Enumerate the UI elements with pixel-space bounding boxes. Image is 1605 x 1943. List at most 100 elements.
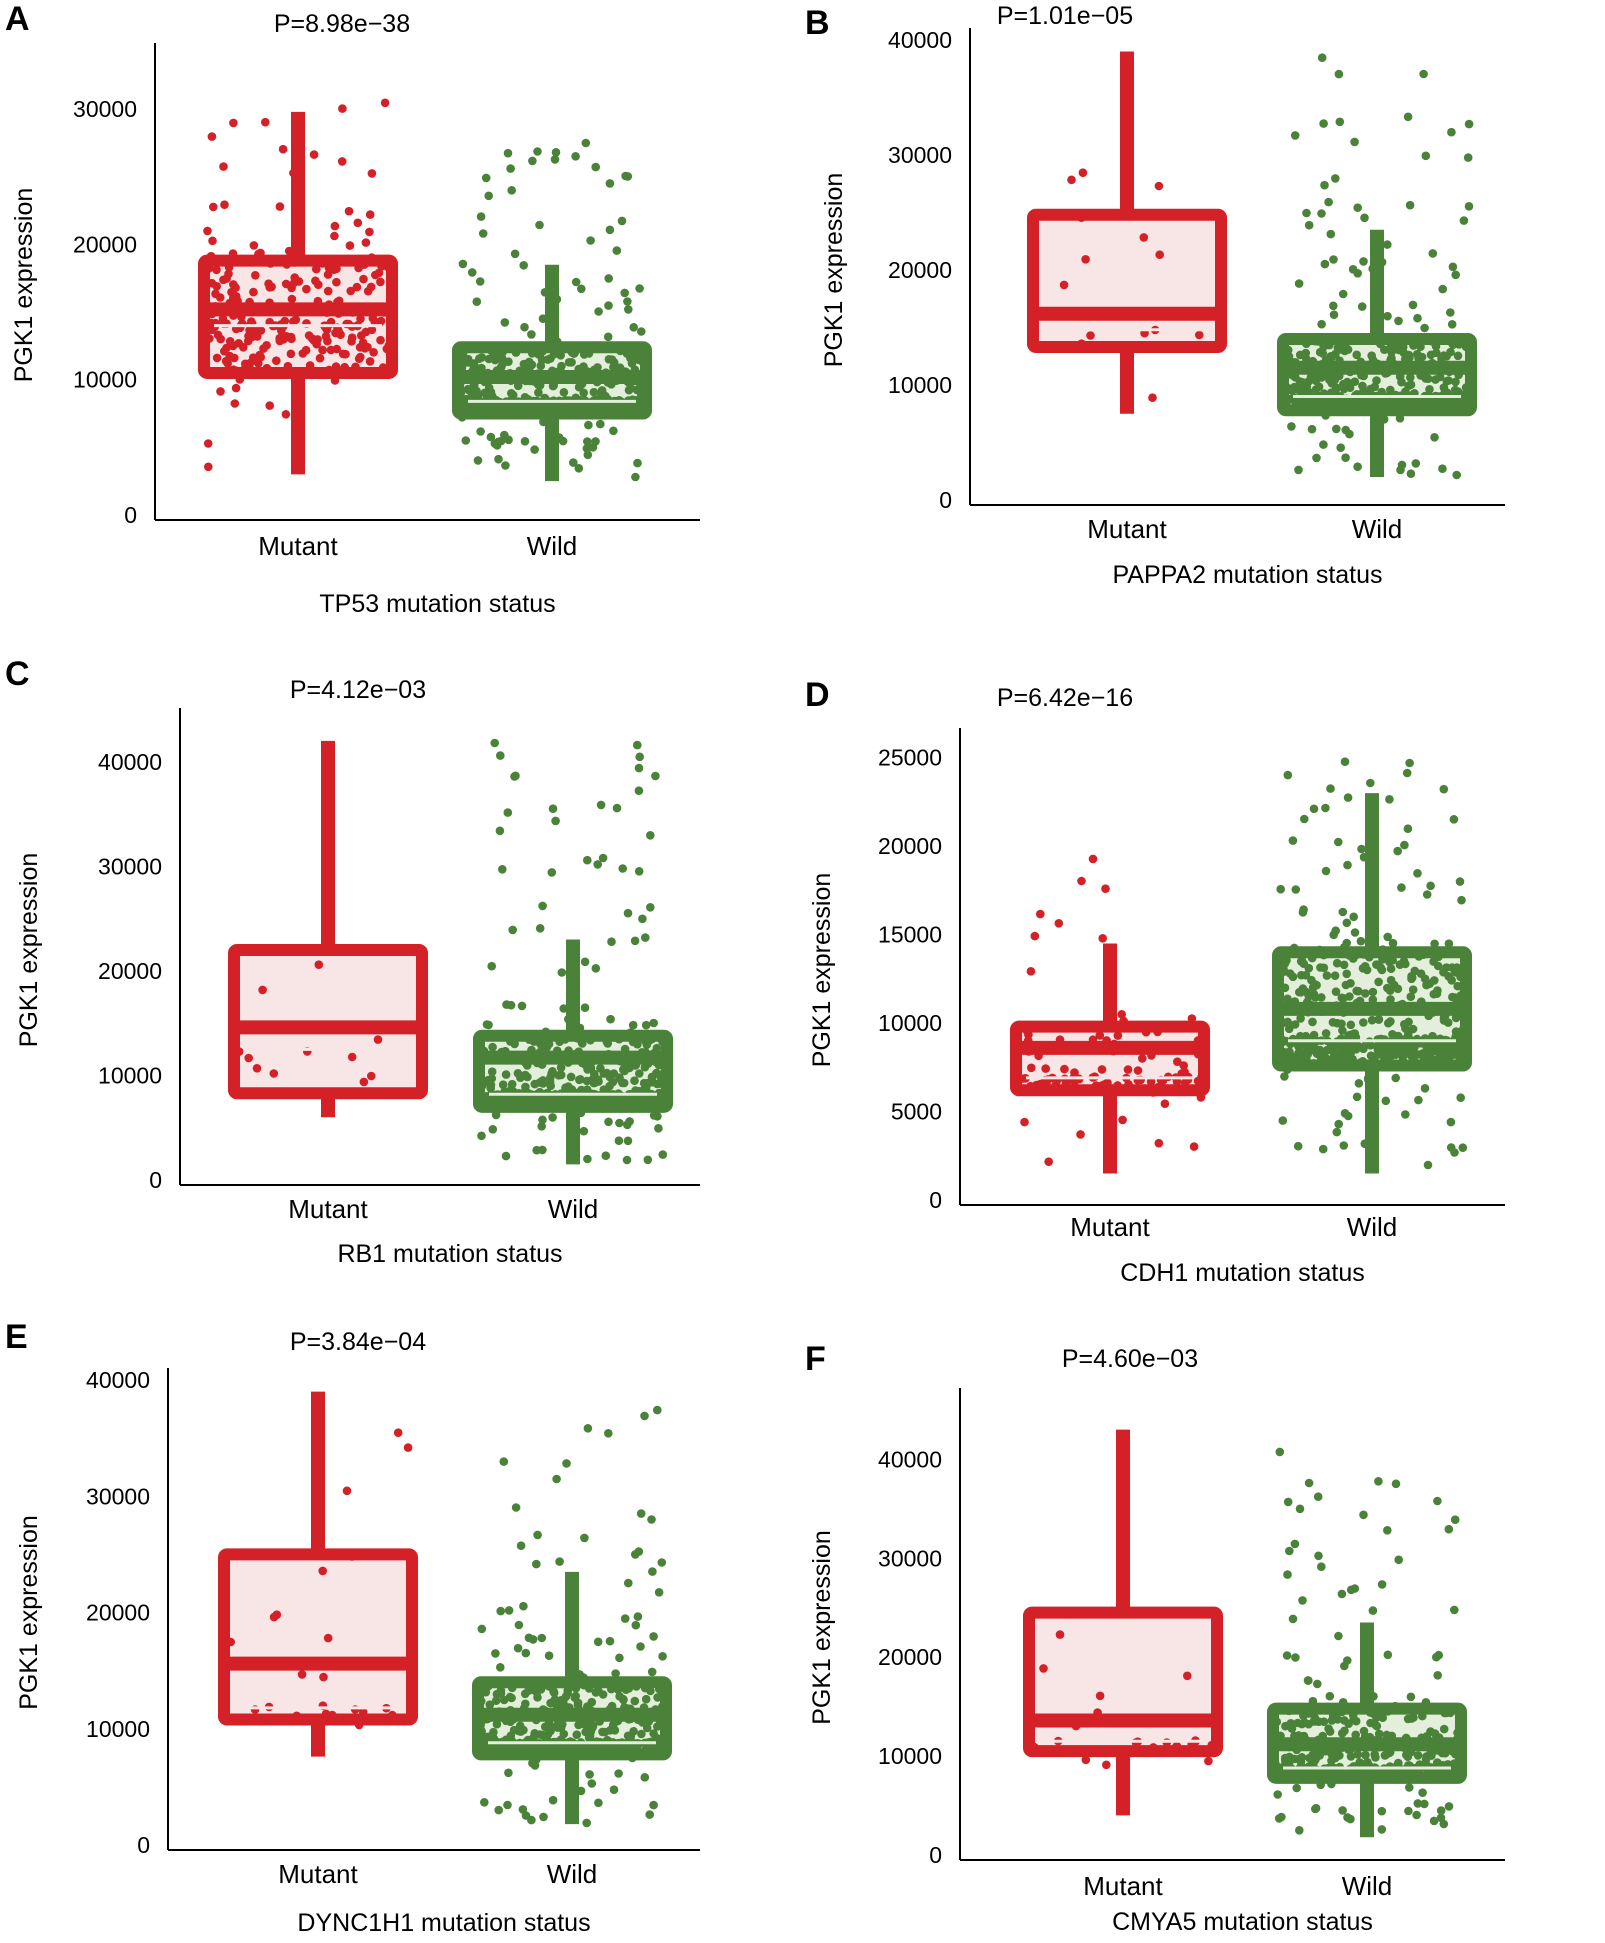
data-point (1272, 1717, 1282, 1727)
data-point (1060, 1064, 1069, 1074)
data-point (338, 104, 347, 113)
data-point (1307, 424, 1317, 434)
data-point (1359, 1018, 1368, 1027)
data-point (1454, 1731, 1463, 1740)
data-point (1428, 1031, 1437, 1041)
data-point (1402, 768, 1412, 778)
data-point (1327, 353, 1336, 362)
data-point (1351, 951, 1360, 960)
data-point (1459, 216, 1469, 225)
data-point (540, 288, 550, 297)
data-point (289, 168, 298, 178)
data-point (486, 1709, 496, 1718)
data-point (1383, 983, 1392, 993)
data-point (1363, 1074, 1373, 1083)
data-point (589, 387, 599, 397)
data-point (551, 816, 560, 826)
data-point (516, 1541, 526, 1550)
data-point (1339, 1141, 1349, 1150)
data-point (1154, 181, 1164, 191)
p-value-title: P=1.01e−05 (997, 2, 1133, 30)
data-point (1379, 1060, 1388, 1070)
data-point (641, 1694, 651, 1704)
data-point (622, 1155, 632, 1165)
data-point (1371, 1753, 1380, 1762)
wild-box-group (1272, 757, 1472, 1174)
data-point (1369, 405, 1379, 415)
data-point (608, 1077, 618, 1087)
data-point (1335, 117, 1345, 127)
data-point (477, 1624, 487, 1634)
data-point (1123, 1065, 1133, 1074)
data-point (1362, 360, 1372, 370)
data-point (490, 738, 500, 748)
data-point (332, 344, 342, 354)
data-point (574, 464, 584, 473)
data-point (548, 804, 558, 813)
data-point (1077, 876, 1086, 886)
data-point (1338, 1806, 1347, 1815)
data-point (380, 260, 389, 269)
data-point (472, 297, 482, 307)
data-point (1294, 279, 1304, 288)
data-point (1331, 926, 1340, 935)
data-point (1343, 1771, 1352, 1780)
data-point (1383, 240, 1392, 249)
data-point (1283, 1497, 1293, 1507)
data-point (548, 1067, 557, 1076)
data-point (323, 286, 333, 296)
data-point (1284, 1773, 1293, 1782)
data-point (551, 1712, 561, 1722)
data-point (1059, 280, 1069, 290)
data-point (1024, 1030, 1033, 1039)
data-point (620, 1044, 630, 1054)
data-point (1380, 1050, 1389, 1059)
data-point (1408, 300, 1418, 310)
data-point (1383, 1001, 1393, 1010)
data-point (1318, 1144, 1328, 1154)
data-point (624, 1578, 633, 1588)
data-point (1456, 1093, 1465, 1102)
data-point (1291, 1733, 1301, 1743)
data-point (1377, 965, 1387, 975)
data-point (1448, 992, 1457, 1002)
data-point (487, 1074, 497, 1083)
panel-c: C P=4.12e−03 0 10000 20000 30000 40000 PGK1 exp… (0, 640, 800, 1300)
y-axis-label: PGK1 expression (808, 1530, 836, 1725)
data-point (583, 1065, 592, 1074)
data-point (1292, 1783, 1301, 1793)
data-point (631, 1620, 641, 1630)
data-point (1428, 397, 1437, 407)
data-point (1442, 1049, 1452, 1059)
data-point (1313, 1492, 1323, 1501)
data-point (1368, 995, 1378, 1004)
data-point (1395, 338, 1405, 348)
data-point (648, 1711, 657, 1721)
data-point (1062, 1078, 1071, 1088)
data-point (544, 1651, 554, 1660)
data-point (1319, 403, 1329, 413)
data-point (1317, 1562, 1326, 1571)
data-point (634, 355, 644, 365)
data-point (524, 364, 533, 374)
data-point (568, 408, 578, 417)
data-point (1426, 881, 1435, 891)
data-point (486, 1083, 496, 1093)
data-point (538, 1076, 548, 1085)
data-point (207, 309, 217, 319)
data-point (1297, 1719, 1307, 1729)
data-point (555, 1557, 564, 1566)
data-point (1349, 912, 1358, 922)
data-point (1109, 1039, 1119, 1049)
data-point (1299, 1711, 1308, 1721)
data-point (1280, 1072, 1289, 1081)
data-point (547, 868, 557, 877)
data-point (1458, 1012, 1467, 1021)
data-point (538, 1705, 548, 1714)
data-point (579, 1126, 589, 1136)
x-tick-label: Mutant (278, 1859, 358, 1889)
data-point (615, 1118, 624, 1128)
data-point (1386, 953, 1395, 963)
data-point (1346, 1814, 1355, 1824)
data-point (1119, 1016, 1128, 1026)
